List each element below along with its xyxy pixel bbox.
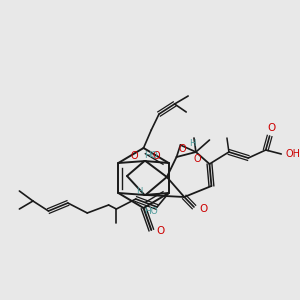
Text: O: O (267, 123, 276, 133)
Text: HO: HO (144, 151, 158, 160)
Text: H: H (136, 187, 143, 196)
Text: O: O (193, 154, 201, 164)
Text: OH: OH (285, 149, 300, 159)
Text: O: O (157, 226, 165, 236)
Text: O: O (178, 144, 186, 154)
Text: HO: HO (144, 206, 158, 215)
Text: O: O (153, 151, 160, 161)
Text: O: O (200, 204, 208, 214)
Text: H: H (189, 140, 195, 148)
Text: O: O (130, 151, 138, 161)
